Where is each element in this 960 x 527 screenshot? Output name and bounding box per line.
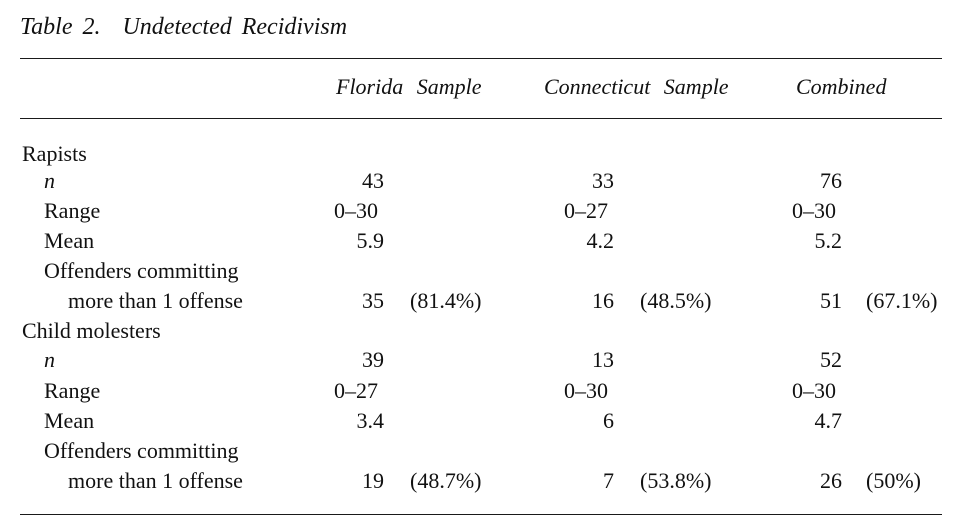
molesters-multi-count-connecticut: 7 xyxy=(603,468,614,493)
molesters-mean-connecticut: 6 xyxy=(603,408,614,433)
rapists-n-combined: 76 xyxy=(820,168,842,193)
rapists-n-connecticut: 33 xyxy=(592,168,614,193)
column-header-connecticut: Connecticut Sample xyxy=(544,74,729,99)
row-label-range: Range xyxy=(44,198,101,223)
row-label-multi-line2: more than 1 offense xyxy=(68,468,243,493)
table-caption: Table 2. Undetected Recidivism xyxy=(20,14,347,41)
molesters-multi-count-florida: 19 xyxy=(362,468,384,493)
molesters-mean-florida: 3.4 xyxy=(356,408,385,433)
table-label: Table 2. xyxy=(20,14,101,40)
row-label-range: Range xyxy=(44,378,101,403)
row-label-mean: Mean xyxy=(44,228,95,253)
row-label-n: n xyxy=(44,347,55,372)
molesters-range-combined: 0–30 xyxy=(792,378,836,403)
rapists-mean-florida: 5.9 xyxy=(356,228,385,253)
row-label-multi-line2: more than 1 offense xyxy=(68,288,243,313)
rapists-multi-count-connecticut: 16 xyxy=(592,288,614,313)
column-header-florida: Florida Sample xyxy=(336,74,482,99)
molesters-multi-pct-combined: (50%) xyxy=(866,468,921,493)
header-rule xyxy=(20,118,942,119)
row-label-multi-line1: Offenders committing xyxy=(44,438,239,463)
molesters-n-florida: 39 xyxy=(362,347,384,372)
molesters-n-connecticut: 13 xyxy=(592,347,614,372)
molesters-multi-count-combined: 26 xyxy=(820,468,842,493)
top-rule xyxy=(20,58,942,59)
group-heading-child-molesters: Child molesters xyxy=(22,318,161,343)
molesters-multi-pct-florida: (48.7%) xyxy=(410,468,482,493)
column-header-combined: Combined xyxy=(796,74,887,99)
group-heading-rapists: Rapists xyxy=(22,141,87,166)
rapists-mean-combined: 5.2 xyxy=(814,228,843,253)
molesters-n-combined: 52 xyxy=(820,347,842,372)
rapists-range-florida: 0–30 xyxy=(334,198,378,223)
molesters-mean-combined: 4.7 xyxy=(814,408,843,433)
row-label-n: n xyxy=(44,168,55,193)
row-label-multi-line1: Offenders committing xyxy=(44,258,239,283)
rapists-multi-pct-connecticut: (48.5%) xyxy=(640,288,712,313)
molesters-multi-pct-connecticut: (53.8%) xyxy=(640,468,712,493)
rapists-multi-count-florida: 35 xyxy=(362,288,384,313)
bottom-rule xyxy=(20,514,942,515)
rapists-multi-count-combined: 51 xyxy=(820,288,842,313)
rapists-n-florida: 43 xyxy=(362,168,384,193)
rapists-range-combined: 0–30 xyxy=(792,198,836,223)
molesters-range-connecticut: 0–30 xyxy=(564,378,608,403)
rapists-mean-connecticut: 4.2 xyxy=(586,228,615,253)
rapists-range-connecticut: 0–27 xyxy=(564,198,608,223)
molesters-range-florida: 0–27 xyxy=(334,378,378,403)
table-title: Undetected Recidivism xyxy=(122,14,348,40)
row-label-mean: Mean xyxy=(44,408,95,433)
rapists-multi-pct-florida: (81.4%) xyxy=(410,288,482,313)
rapists-multi-pct-combined: (67.1%) xyxy=(866,288,938,313)
